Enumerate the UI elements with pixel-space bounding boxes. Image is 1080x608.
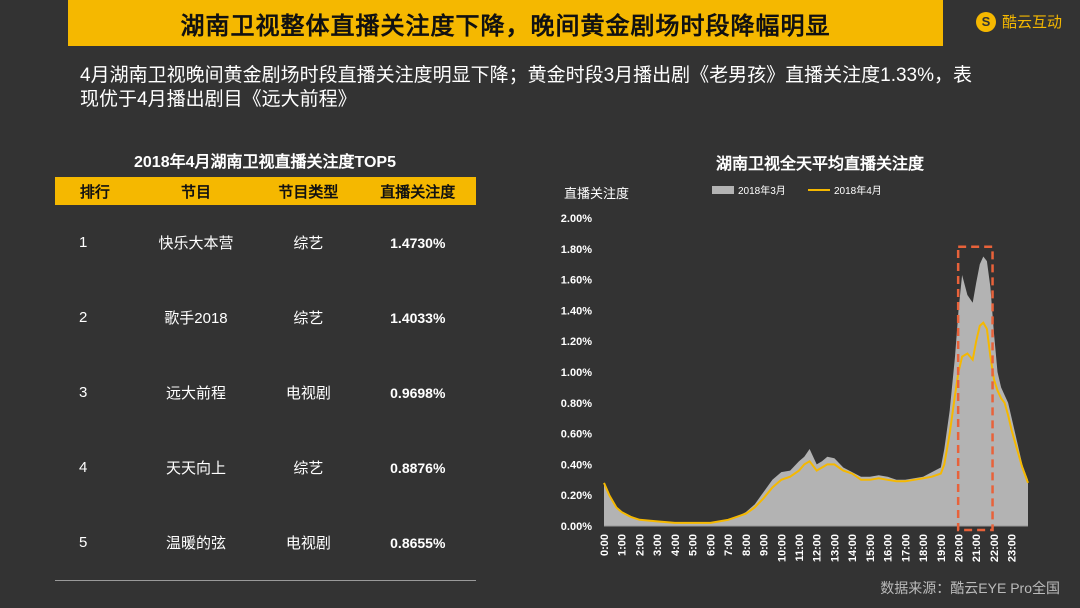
x-tick-label: 8:00	[741, 534, 753, 556]
series-april-line	[603, 321, 1029, 524]
y-tick-label: 1.60%	[561, 275, 592, 287]
page-title: 湖南卫视整体直播关注度下降，晚间黄金剧场时段降幅明显	[180, 12, 831, 40]
series-march-area	[604, 256, 1028, 526]
legend-label-march: 2018年3月	[738, 184, 786, 197]
highlight-dashed-box	[956, 245, 994, 532]
x-tick-label: 23:00	[1007, 534, 1019, 562]
x-tick-label: 22:00	[989, 534, 1001, 562]
cell-rank: 5	[55, 505, 135, 581]
table-row: 3 远大前程 电视剧 0.9698%	[55, 355, 476, 430]
legend-swatch-march	[712, 186, 734, 194]
table-row: 1 快乐大本营 综艺 1.4730%	[55, 205, 476, 280]
brand-name: 酷云互动	[1001, 14, 1062, 31]
x-tick-label: 16:00	[883, 534, 895, 562]
x-tick-label: 20:00	[954, 534, 966, 562]
header-program: 节目	[134, 177, 258, 205]
cell-rank: 2	[79, 309, 88, 326]
title-banner: 湖南卫视整体直播关注度下降，晚间黄金剧场时段降幅明显	[68, 0, 943, 46]
cell-type: 电视剧	[257, 505, 360, 581]
chart-title: 湖南卫视全天平均直播关注度	[715, 156, 924, 173]
cell-program: 天天向上	[165, 460, 226, 477]
cell-type: 综艺	[293, 235, 324, 252]
cell-type: 综艺	[293, 460, 324, 477]
table-header-row: 排行 节目 节目类型 直播关注度	[55, 177, 476, 205]
header-type: 节目类型	[257, 177, 360, 205]
cell-value: 0.8655%	[359, 505, 476, 581]
x-tick-label: 0:00	[599, 534, 611, 556]
cell-program: 远大前程	[165, 385, 226, 402]
x-tick-label: 13:00	[829, 534, 841, 562]
attention-area-chart: 直播关注度 2018年3月 2018年4月 0.00% 0.20% 0.40% 0.60% 0…	[561, 184, 1029, 562]
x-tick-label: 7:00	[723, 534, 735, 556]
y-axis-label: 直播关注度	[564, 186, 629, 201]
y-tick-label: 0.80%	[561, 398, 592, 410]
cell-type: 电视剧	[285, 385, 331, 402]
y-tick-label: 2.00%	[561, 213, 592, 225]
cell-value: 0.9698%	[390, 384, 446, 401]
cell-rank: 4	[79, 459, 88, 476]
x-tick-label: 18:00	[918, 534, 930, 562]
cell-program: 快乐大本营	[158, 235, 234, 252]
top5-table: 排行 节目 节目类型 直播关注度 1 快乐大本营 综艺 1.4730% 2 歌手…	[55, 177, 476, 581]
cell-program: 歌手2018	[164, 310, 228, 327]
x-tick-label: 21:00	[971, 534, 983, 562]
table-row: 2 歌手2018 综艺 1.4033%	[55, 280, 476, 355]
subtitle-text: 4月湖南卫视晚间黄金剧场时段直播关注度明显下降；黄金时段3月播出剧《老男孩》直播…	[80, 65, 973, 110]
x-tick-label: 9:00	[759, 534, 771, 556]
cell-rank: 3	[79, 384, 88, 401]
cell-type: 综艺	[293, 310, 324, 327]
x-tick-label: 17:00	[900, 534, 912, 562]
cell-program: 温暖的弦	[134, 505, 258, 581]
cell-value: 0.8876%	[390, 459, 446, 476]
x-tick-label: 10:00	[776, 534, 788, 562]
x-tick-label: 3:00	[652, 534, 664, 556]
x-tick-label: 19:00	[936, 534, 948, 562]
brand-icon: S	[975, 11, 996, 32]
y-tick-label: 0.60%	[561, 429, 592, 441]
y-tick-label: 1.00%	[561, 367, 592, 379]
y-tick-label: 1.80%	[561, 244, 592, 256]
source-note: 数据来源：酷云EYE Pro全国	[880, 580, 1060, 596]
header-value: 直播关注度	[359, 177, 476, 205]
x-tick-label: 14:00	[847, 534, 859, 562]
x-tick-label: 5:00	[688, 534, 700, 556]
x-tick-label: 4:00	[670, 534, 682, 556]
y-tick-label: 0.00%	[561, 521, 592, 533]
cell-value: 1.4730%	[390, 234, 446, 251]
cell-rank: 1	[79, 234, 88, 251]
x-tick-label: 6:00	[705, 534, 717, 556]
table-row: 4 天天向上 综艺 0.8876%	[55, 430, 476, 505]
table-title: 2018年4月湖南卫视直播关注度TOP5	[134, 154, 396, 171]
x-tick-label: 15:00	[865, 534, 877, 562]
header-rank: 排行	[55, 177, 135, 205]
x-tick-label: 12:00	[812, 534, 824, 562]
table-row: 5 温暖的弦 电视剧 0.8655%	[55, 505, 476, 581]
y-tick-label: 1.40%	[561, 305, 592, 317]
y-tick-label: 0.20%	[561, 490, 592, 502]
y-tick-label: 1.20%	[561, 336, 592, 348]
cell-value: 1.4033%	[390, 309, 446, 326]
legend-label-april: 2018年4月	[834, 184, 882, 197]
x-tick-label: 11:00	[794, 534, 806, 562]
y-tick-label: 0.40%	[561, 459, 592, 471]
x-tick-label: 1:00	[617, 534, 629, 556]
x-tick-label: 2:00	[634, 534, 646, 556]
brand-logo: S 酷云互动	[975, 11, 1062, 32]
